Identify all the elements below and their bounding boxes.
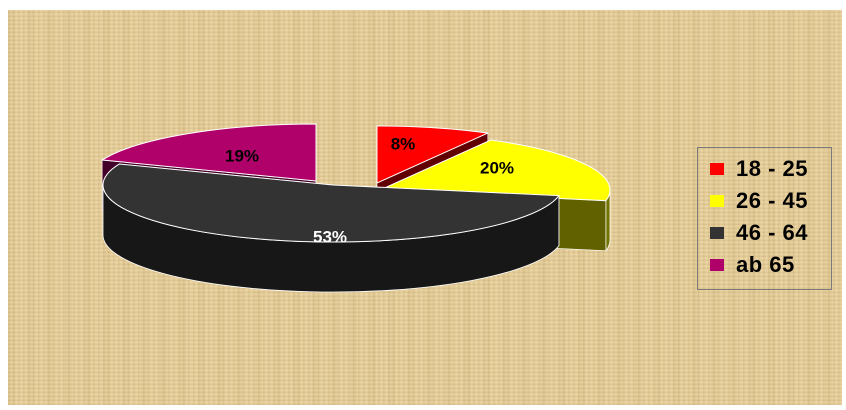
legend-label-ab-65: ab 65 <box>736 252 795 277</box>
legend-item-26-45: 26 - 45 <box>710 188 808 214</box>
legend-swatch-46-64 <box>710 227 724 239</box>
pie-slices <box>100 123 611 293</box>
legend-swatch-ab-65 <box>710 259 724 271</box>
legend-swatch-26-45 <box>710 195 724 207</box>
data-label-46-64: 53% <box>313 227 347 246</box>
legend: 18 - 25 26 - 45 46 - 64 ab 65 <box>697 147 832 290</box>
legend-swatch-18-25 <box>710 163 724 175</box>
legend-item-18-25: 18 - 25 <box>710 156 808 182</box>
pie-slice-top-ab-65 <box>100 123 317 182</box>
legend-label-18-25: 18 - 25 <box>736 156 808 181</box>
pie-data-labels: 8% 20% 53% 19% <box>225 134 514 246</box>
pie-slice-top-26-45 <box>379 139 611 202</box>
pie-slice-46-64 <box>102 163 560 293</box>
legend-item-ab-65: ab 65 <box>710 252 795 278</box>
pie-slice-top-46-64 <box>102 163 560 243</box>
data-label-18-25: 8% <box>391 134 416 153</box>
legend-label-26-45: 26 - 45 <box>736 188 808 213</box>
legend-item-46-64: 46 - 64 <box>710 220 808 246</box>
data-label-26-45: 20% <box>480 158 514 177</box>
data-label-ab-65: 19% <box>225 146 259 165</box>
legend-label-46-64: 46 - 64 <box>736 220 808 245</box>
pie-slice-top-18-25 <box>376 125 490 184</box>
